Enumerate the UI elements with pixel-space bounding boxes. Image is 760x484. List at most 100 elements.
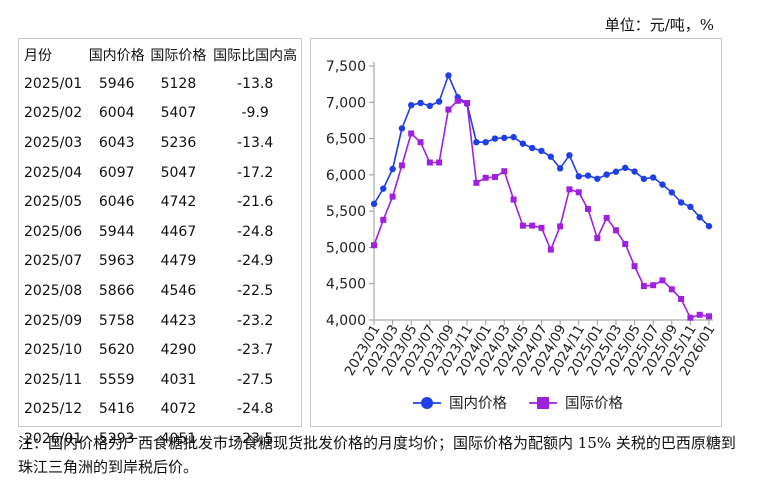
unit-label: 单位：元/吨，%	[604, 16, 714, 34]
table-row: 2025/03 6043 5236 -13.4	[21, 128, 301, 158]
table-row: 2025/10 5620 4290 -23.7	[21, 335, 301, 365]
cell-difference: -24.8	[237, 223, 274, 240]
cell-month: 2025/11	[24, 371, 83, 388]
international-price-point	[668, 286, 675, 293]
table-row: 2025/04 6097 5047 -17.2	[21, 158, 301, 188]
legend-label-international: 国际价格	[565, 395, 623, 412]
y-tick-label: 7,500	[326, 59, 366, 75]
domestic-price-point	[677, 199, 685, 206]
table-row: 2025/02 6004 5407 -9.9	[21, 99, 301, 129]
domestic-price-point	[380, 185, 387, 192]
chart-legend: 国内价格 国际价格	[413, 395, 623, 412]
domestic-price-point	[547, 153, 555, 160]
y-tick-label: 6,000	[326, 168, 366, 184]
cell-domestic-price: 5620	[98, 342, 135, 359]
domestic-price-point	[622, 164, 629, 172]
cell-international-price: 4479	[160, 253, 197, 270]
international-price-point	[491, 174, 498, 181]
domestic-price-point	[705, 222, 713, 230]
cell-difference: -17.2	[237, 164, 274, 181]
price-chart-panel: 4,000 4,500 5,000 5,500 6,000 6,500 7,000 7,500…	[310, 38, 722, 427]
international-price-point	[650, 282, 657, 289]
cell-international-price: 4290	[160, 342, 197, 359]
international-price-line	[373, 99, 710, 319]
y-tick-label: 6,500	[326, 132, 366, 148]
cell-month: 2025/10	[24, 342, 83, 359]
cell-domestic-price: 5944	[98, 223, 135, 240]
international-price-point	[706, 313, 712, 320]
domestic-price-point	[696, 214, 703, 221]
domestic-price-point	[640, 175, 648, 183]
cell-international-price: 4546	[160, 282, 197, 299]
table-row: 2025/09 5758 4423 -23.2	[21, 306, 301, 336]
cell-difference: -13.8	[237, 75, 274, 92]
domestic-price-point	[668, 189, 675, 196]
domestic-price-point	[556, 165, 564, 172]
international-price-point	[631, 263, 638, 270]
cell-domestic-price: 6046	[98, 194, 135, 211]
international-price-point	[501, 168, 508, 175]
domestic-price-point	[501, 134, 508, 142]
cell-difference: -21.6	[237, 194, 274, 211]
cell-domestic-price: 5866	[98, 282, 135, 299]
cell-domestic-price: 5963	[98, 253, 135, 270]
international-price-point	[445, 106, 452, 113]
domestic-price-point	[687, 203, 694, 211]
cell-month: 2025/05	[24, 194, 83, 211]
legend-square-marker	[537, 397, 549, 409]
cell-difference: -24.8	[237, 401, 274, 418]
international-price-point	[622, 241, 629, 248]
y-tick-label: 4,500	[326, 277, 366, 293]
domestic-price-point	[417, 99, 424, 107]
cell-domestic-price: 6097	[98, 164, 135, 181]
cell-difference: -24.9	[237, 253, 274, 270]
cell-domestic-price: 6004	[98, 105, 135, 122]
domestic-price-point	[482, 139, 489, 146]
cell-domestic-price: 6043	[98, 134, 135, 151]
domestic-price-point	[426, 102, 434, 110]
table-row: 2025/06 5944 4467 -24.8	[21, 217, 301, 247]
y-tick-label: 4,000	[326, 313, 366, 329]
domestic-price-point	[398, 125, 406, 132]
table-row: 2025/07 5963 4479 -24.9	[21, 247, 301, 277]
international-price-point	[603, 214, 610, 221]
domestic-price-point	[575, 173, 582, 180]
cell-international-price: 4467	[160, 223, 197, 240]
domestic-price-point	[612, 168, 620, 175]
international-price-point	[371, 242, 377, 249]
domestic-price-point	[584, 172, 592, 179]
international-price-point	[519, 222, 526, 229]
international-price-point	[557, 223, 564, 230]
cell-month: 2025/03	[24, 134, 83, 151]
international-price-point	[454, 97, 461, 104]
footnote: 注：国内价格为广西食糖批发市场食糖现货批发价格的月度均价；国际价格为配额内 15…	[18, 434, 736, 476]
international-price-point	[482, 174, 489, 181]
domestic-price-point	[528, 144, 536, 152]
cell-international-price: 4742	[160, 194, 197, 211]
international-price-point	[575, 189, 582, 196]
cell-difference: -9.9	[241, 105, 269, 122]
cell-difference: -23.7	[237, 342, 274, 359]
domestic-price-point	[566, 152, 573, 159]
international-price-point	[687, 314, 694, 321]
domestic-price-point	[510, 133, 517, 141]
cell-month: 2025/02	[24, 105, 83, 122]
cell-domestic-price: 5758	[98, 312, 135, 329]
international-price-point	[436, 159, 443, 166]
y-axis: 4,000 4,500 5,000 5,500 6,000 6,500 7,000 7,500	[326, 59, 375, 329]
international-price-point	[594, 235, 601, 242]
cell-month: 2025/06	[24, 223, 83, 240]
international-price-point	[696, 311, 703, 318]
cell-international-price: 4423	[160, 312, 197, 329]
cell-international-price: 5236	[160, 134, 197, 151]
cell-domestic-price: 5293	[98, 430, 135, 447]
plot-area	[370, 72, 713, 321]
domestic-price-point	[435, 98, 443, 105]
international-price-point	[538, 224, 545, 231]
cell-month: 2025/08	[24, 282, 83, 299]
international-price-point	[566, 186, 573, 193]
international-price-point	[659, 277, 666, 284]
cell-month: 2026/01	[24, 430, 83, 447]
cell-month: 2025/07	[24, 253, 83, 270]
domestic-price-point	[603, 171, 610, 178]
